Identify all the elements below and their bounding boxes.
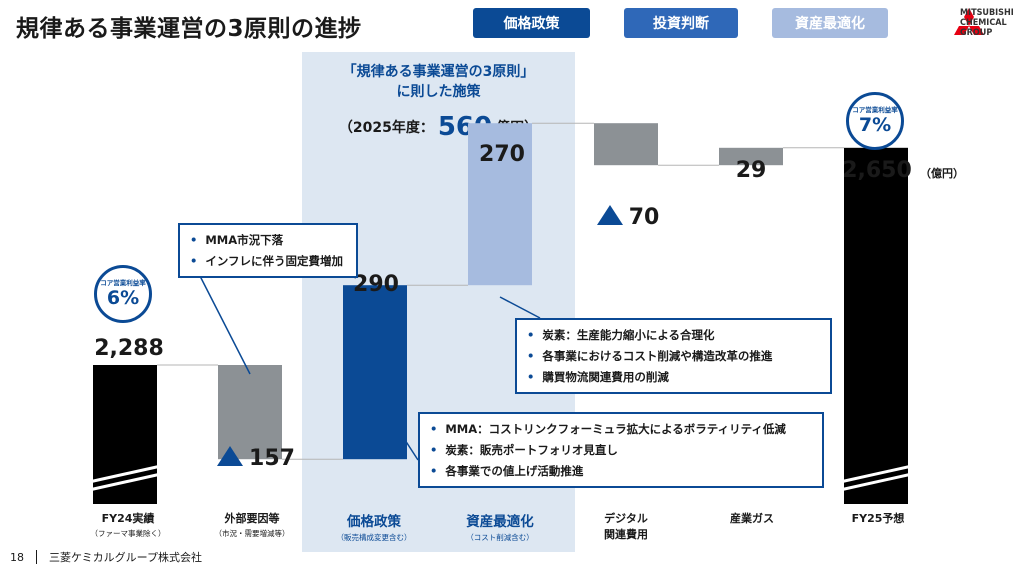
value-label-fy24: 2,288 xyxy=(94,336,164,361)
page-number: 18 xyxy=(10,550,24,564)
margin-badge-fy24: コア営業利益率 6% xyxy=(94,265,152,323)
page-title: 規律ある事業運営の3原則の進捗 xyxy=(16,16,362,42)
callout-price-policy: MMA：コストリンクフォーミュラ拡大によるボラティリティ低減 炭素：販売ポートフ… xyxy=(418,412,824,488)
bar-digital xyxy=(594,123,658,166)
axis-break-mark xyxy=(88,464,162,484)
list-item: MMA市況下落 xyxy=(190,230,346,251)
tab-investment-decision[interactable]: 投資判断 xyxy=(624,8,738,38)
value-label-digital: 70 xyxy=(588,205,668,230)
bar-external xyxy=(218,365,282,460)
decrease-triangle-icon xyxy=(217,446,244,466)
list-item: インフレに伴う固定費増加 xyxy=(190,251,346,272)
category-label-fy24: FY24実績 （ファーマ事業除く） xyxy=(90,512,166,538)
value-label-price: 290 xyxy=(353,272,399,297)
callout-leader-line xyxy=(499,296,541,319)
decrease-triangle-icon xyxy=(596,205,623,225)
bar-industrial-gas xyxy=(719,147,783,166)
callout-asset-optimization: 炭素：生産能力縮小による合理化 各事業におけるコスト削減や構造改革の推進 購買物… xyxy=(515,318,832,394)
axis-break-mark xyxy=(839,464,913,484)
category-label-fy25: FY25予想 xyxy=(851,512,905,525)
callout-leader-line xyxy=(404,439,419,461)
list-item: 購買物流関連費用の削減 xyxy=(527,367,820,388)
value-label-external: 157 xyxy=(206,446,306,471)
category-label-digital: デジタル 関連費用 xyxy=(604,512,648,541)
category-label-price: 価格政策 （販売構成変更含む） xyxy=(336,514,412,542)
footer-divider xyxy=(36,550,37,564)
value-label-fy25: 2,650 xyxy=(842,158,912,183)
bar-asset xyxy=(468,123,532,286)
category-label-asset: 資産最適化 （コスト削減含む） xyxy=(466,514,534,542)
bar-fy25 xyxy=(844,147,908,505)
list-item: MMA：コストリンクフォーミュラ拡大によるボラティリティ低減 xyxy=(430,419,812,440)
list-item: 各事業での値上げ活動推進 xyxy=(430,461,812,482)
list-item: 各事業におけるコスト削減や構造改革の推進 xyxy=(527,346,820,367)
callout-leader-line xyxy=(199,275,251,375)
unit-label: （億円） xyxy=(920,167,964,180)
category-label-external: 外部要因等 （市況・需要増減等） xyxy=(214,512,290,538)
callout-external-factors: MMA市況下落 インフレに伴う固定費増加 xyxy=(178,223,358,278)
axis-break-mark xyxy=(839,472,913,492)
value-label-industrial-gas: 29 xyxy=(735,158,767,183)
category-label-industrial-gas: 産業ガス xyxy=(730,512,774,525)
company-name: 三菱ケミカルグループ株式会社 xyxy=(49,551,203,564)
policy-highlight-title: 「規律ある事業運営の3原則」 に則した施策 xyxy=(342,64,535,100)
bar-price xyxy=(343,285,407,460)
three-diamonds-logo-icon xyxy=(954,8,984,35)
margin-badge-fy25: コア営業利益率 7% xyxy=(846,92,904,150)
list-item: 炭素：販売ポートフォリオ見直し xyxy=(430,440,812,461)
tab-price-policy[interactable]: 価格政策 xyxy=(473,8,590,38)
company-logo-text: MITSUBISHI CHEMICAL GROUP xyxy=(960,8,1014,38)
value-label-asset: 270 xyxy=(479,142,525,167)
axis-break-mark xyxy=(88,472,162,492)
list-item: 炭素：生産能力縮小による合理化 xyxy=(527,325,820,346)
footer: 18 三菱ケミカルグループ株式会社 xyxy=(10,549,202,565)
tab-asset-optimization[interactable]: 資産最適化 xyxy=(772,8,888,38)
